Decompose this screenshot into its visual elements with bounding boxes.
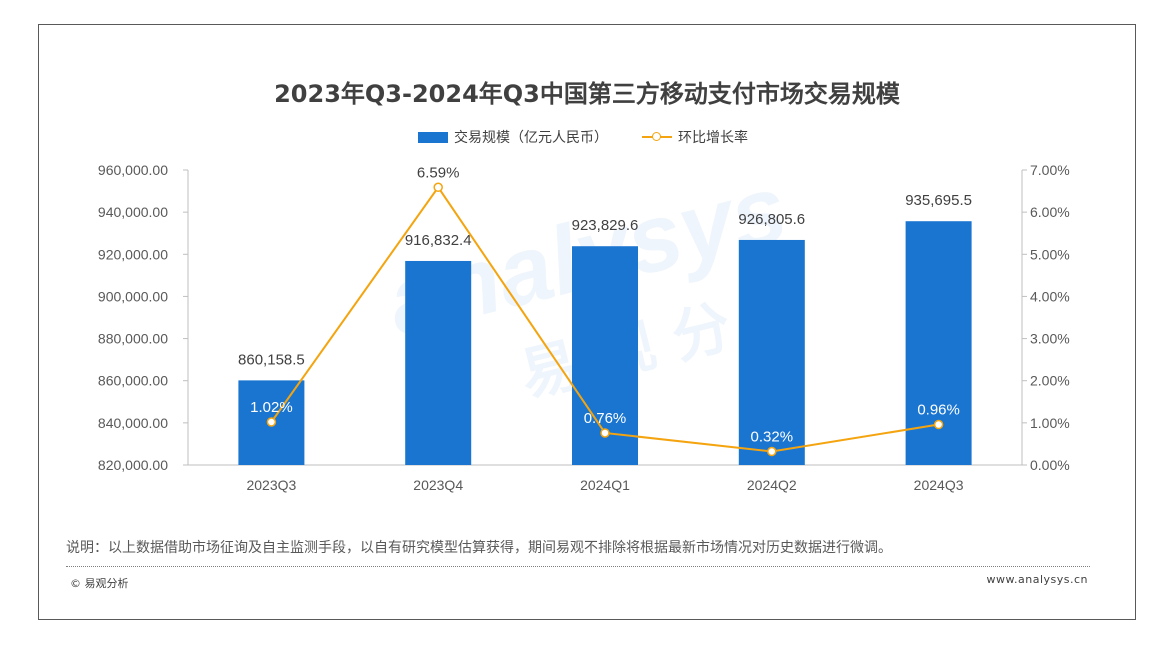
growth-rate-label: 1.02% (250, 399, 293, 416)
bar-value-label: 916,832.4 (405, 232, 472, 249)
left-axis-tick-label: 920,000.00 (98, 246, 168, 262)
copyright-text: © 易观分析 (70, 577, 129, 590)
right-axis-tick-label: 5.00% (1030, 246, 1070, 262)
right-axis-tick-label: 1.00% (1030, 415, 1070, 431)
website-link[interactable]: www.analysys.cn (986, 573, 1088, 586)
growth-rate-point (767, 446, 777, 457)
bar-value-label: 935,695.5 (905, 192, 972, 209)
x-axis-tick-label: 2023Q4 (413, 477, 463, 493)
left-axis-tick-label: 960,000.00 (98, 162, 168, 178)
growth-rate-label: 0.96% (917, 402, 960, 419)
growth-rate-point (600, 428, 610, 438)
growth-rate-point (266, 417, 277, 427)
left-axis-tick-label: 840,000.00 (98, 415, 168, 431)
growth-rate-point (933, 419, 944, 430)
growth-rate-label: 0.32% (751, 429, 794, 446)
right-axis-tick-label: 2.00% (1030, 373, 1070, 389)
growth-rate-point (433, 182, 443, 193)
chart-title: 2023年Q3-2024年Q3中国第三方移动支付市场交易规模 (274, 80, 900, 108)
x-axis-tick-label: 2023Q3 (246, 477, 296, 493)
right-axis-tick-label: 7.00% (1030, 162, 1070, 178)
right-axis-tick-label: 3.00% (1030, 331, 1070, 347)
bar-value-label: 860,158.5 (238, 351, 305, 368)
left-axis-tick-label: 900,000.00 (98, 288, 168, 304)
legend-swatch-line (642, 131, 672, 143)
x-axis-tick-label: 2024Q3 (914, 477, 964, 493)
chart-note: 说明：以上数据借助市场征询及自主监测手段，以自有研究模型估算获得，期间易观不排除… (66, 540, 892, 556)
right-axis-tick-label: 0.00% (1030, 457, 1070, 473)
footer-divider (66, 566, 1090, 567)
chart-frame (38, 24, 1136, 620)
legend-swatch-bar (418, 131, 448, 143)
left-axis-tick-label: 860,000.00 (98, 373, 168, 389)
legend-item-bar: 交易规模（亿元人民币） (418, 127, 608, 147)
legend-label-line: 环比增长率 (678, 130, 748, 146)
left-axis-tick-label: 880,000.00 (98, 331, 168, 347)
legend-label-bar: 交易规模（亿元人民币） (454, 130, 608, 146)
bar (405, 260, 472, 465)
legend: 交易规模（亿元人民币） 环比增长率 (0, 127, 1166, 147)
bar-value-label: 923,829.6 (572, 217, 639, 234)
left-axis-tick-label: 940,000.00 (98, 204, 168, 220)
bar-value-label: 926,805.6 (738, 211, 805, 228)
growth-rate-label: 6.59% (417, 164, 460, 181)
bar (738, 239, 805, 465)
right-axis-tick-label: 4.00% (1030, 288, 1070, 304)
growth-rate-label: 0.76% (584, 410, 627, 427)
right-axis-tick-label: 6.00% (1030, 204, 1070, 220)
x-axis-tick-label: 2024Q1 (580, 477, 630, 493)
x-axis-tick-label: 2024Q2 (747, 477, 797, 493)
left-axis-tick-label: 820,000.00 (98, 457, 168, 473)
legend-item-line: 环比增长率 (642, 127, 748, 147)
